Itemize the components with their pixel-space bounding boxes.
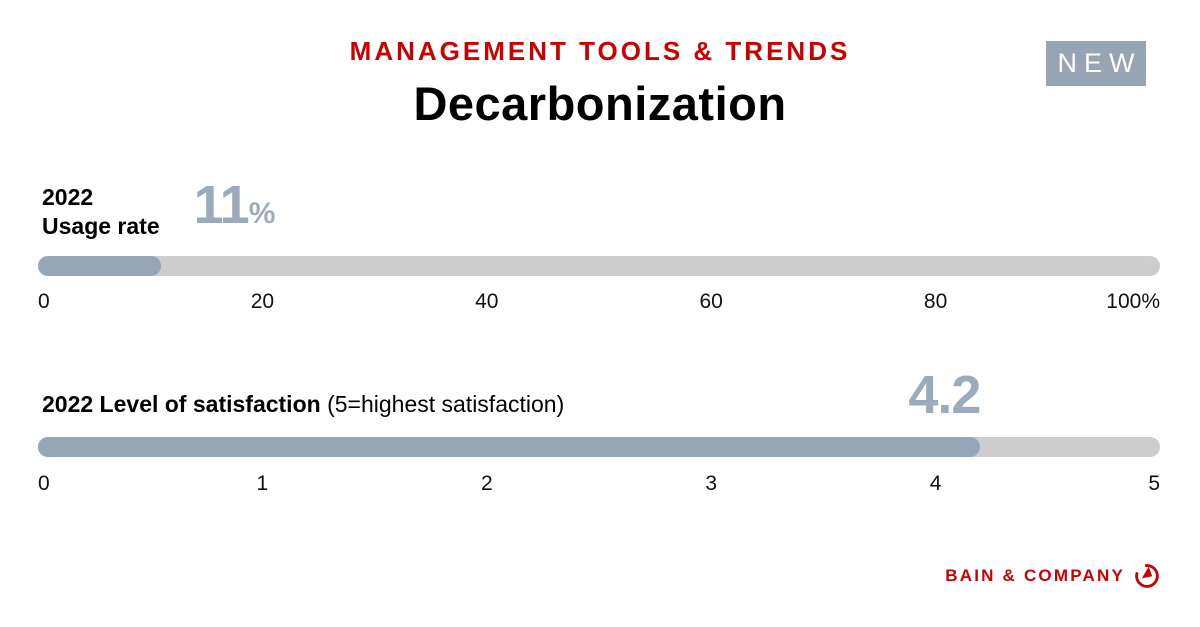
satisfaction-bar-track [38, 437, 1160, 457]
usage-rate-value-unit: % [248, 197, 276, 230]
brand-footer: BAIN & COMPANY [945, 563, 1160, 589]
new-badge: NEW [1046, 41, 1146, 86]
satisfaction-axis: 0 1 2 3 4 5 [38, 471, 1160, 497]
axis-tick: 20 [250, 290, 275, 313]
axis-tick: 3 [705, 472, 718, 495]
axis-tick: 100% [1106, 290, 1160, 313]
axis-tick: 5 [1148, 472, 1160, 495]
usage-rate-label-line1: 2022 [42, 184, 94, 210]
usage-rate-label: 2022 Usage rate [42, 183, 160, 241]
satisfaction-bar-fill [38, 437, 981, 457]
axis-tick: 4 [929, 472, 942, 495]
usage-rate-label-line2: Usage rate [42, 213, 160, 239]
satisfaction-value: 4.2 [908, 365, 981, 425]
satisfaction-label-subtitle: (5=highest satisfaction) [327, 391, 565, 417]
satisfaction-label: 2022 Level of satisfaction (5=highest sa… [42, 391, 564, 418]
satisfaction-label-title: 2022 Level of satisfaction [42, 391, 321, 417]
bain-compass-icon [1135, 564, 1159, 588]
usage-rate-axis: 0 20 40 60 80 100% [38, 289, 1160, 315]
axis-tick: 80 [923, 290, 948, 313]
usage-rate-value-number: 11 [193, 175, 250, 235]
brand-name: BAIN & COMPANY [945, 566, 1125, 585]
usage-rate-header: 2022 Usage rate 11% [42, 178, 275, 241]
usage-rate-bar-track [38, 256, 1160, 276]
axis-tick: 0 [38, 472, 50, 495]
usage-rate-bar-fill [38, 256, 162, 276]
usage-rate-value: 11% [194, 178, 276, 241]
axis-tick: 1 [256, 472, 269, 495]
satisfaction-header: 2022 Level of satisfaction (5=highest sa… [38, 366, 1160, 422]
axis-tick: 2 [480, 472, 493, 495]
axis-tick: 0 [38, 290, 50, 313]
page-title: Decarbonization [413, 77, 787, 130]
eyebrow-title: MANAGEMENT TOOLS & TRENDS [349, 36, 851, 66]
axis-tick: 40 [475, 290, 499, 313]
axis-tick: 60 [699, 290, 723, 313]
